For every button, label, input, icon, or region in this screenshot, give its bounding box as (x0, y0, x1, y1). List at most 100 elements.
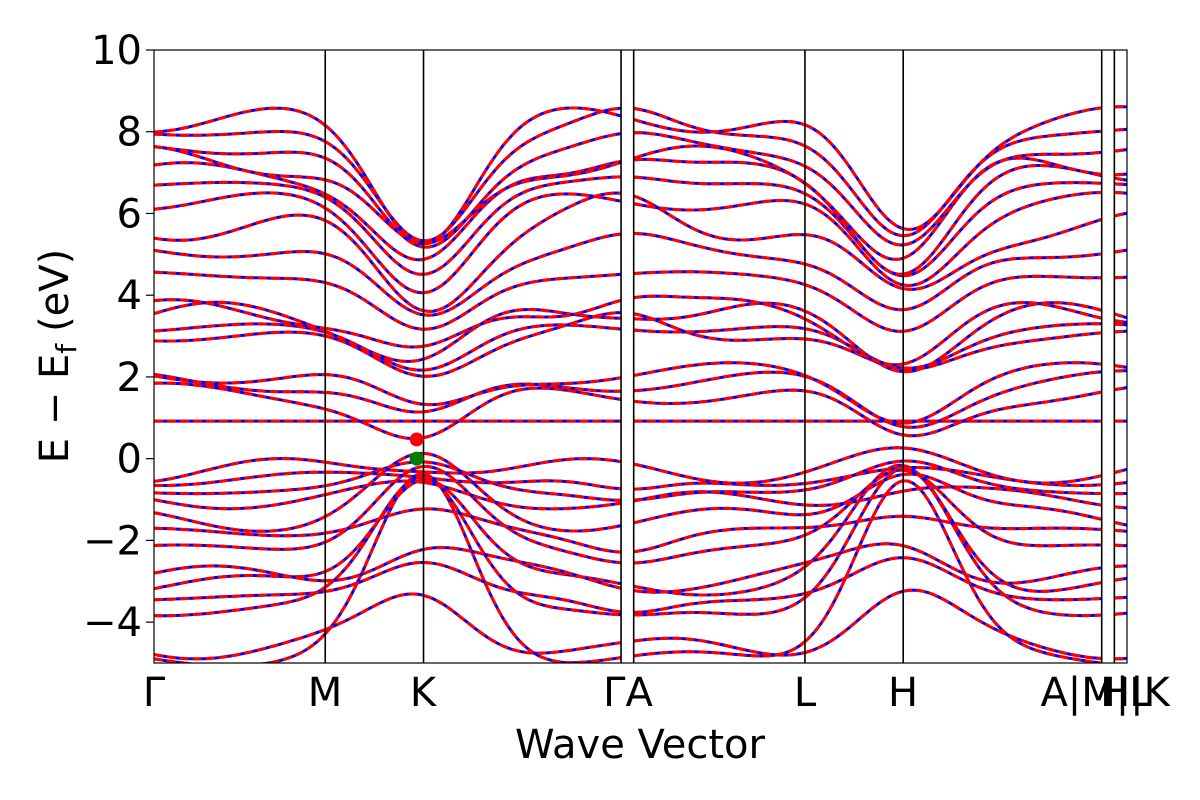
band-line-dashed (154, 589, 326, 602)
band-line-solid (633, 561, 806, 594)
band-line-dashed (1114, 312, 1127, 320)
band-line-dashed (1114, 322, 1127, 327)
band-line-dashed (324, 334, 424, 378)
band-line-dashed (1113, 211, 1127, 218)
band-line-dashed (1114, 191, 1127, 195)
band-line-solid (423, 386, 622, 440)
band-line-dashed (903, 252, 1102, 312)
band-line-dashed (423, 106, 622, 246)
band-line-dashed (633, 388, 806, 405)
band-line-dashed (423, 191, 622, 313)
band-line-dashed (154, 145, 326, 160)
band-line-dashed (324, 252, 424, 317)
band-line-dashed (423, 160, 622, 245)
band-line-dashed (804, 466, 904, 485)
band-line-solid (903, 191, 1102, 288)
band-line-dashed (903, 556, 1102, 602)
y-axis-title-unit: (eV) (32, 249, 78, 332)
band-line-dashed (1114, 182, 1127, 187)
band-line-dashed (633, 175, 806, 196)
band-line-dashed (324, 479, 424, 497)
band-line-dashed (902, 156, 1102, 260)
band-line-dashed (154, 191, 326, 211)
band-line-dashed (423, 460, 622, 502)
band-line-dashed (903, 301, 1103, 374)
band-line-solid (903, 370, 1102, 429)
band-line-dashed (903, 191, 1102, 288)
band-line-dashed (154, 585, 327, 618)
band-line-solid (154, 381, 326, 411)
band-line-dashed (423, 457, 622, 475)
band-line-dashed (324, 561, 424, 593)
y-axis-title: E − Ef (eV) (32, 249, 83, 464)
xtick-label-gamma-a: ΓA (603, 670, 653, 716)
band-line-dashed (423, 475, 622, 617)
band-line-dashed (902, 217, 1103, 291)
band-line-dashed (804, 489, 904, 507)
band-line-solid (902, 274, 1102, 333)
ytick-label: 10 (91, 28, 142, 74)
band-line-dashed (324, 281, 424, 331)
band-line-dashed (902, 106, 1102, 232)
band-line-dashed (633, 144, 806, 185)
band-line-dashed (804, 233, 904, 291)
band-line-dashed (633, 561, 806, 594)
band-line-dashed (804, 309, 904, 374)
band-line-solid (423, 323, 622, 372)
band-line-dashed (324, 124, 424, 246)
high-symmetry-lines (324, 50, 1116, 663)
band-line-dashed (633, 592, 806, 614)
band-line-dashed (325, 391, 424, 414)
y-axis-title-sub: f (50, 343, 83, 354)
band-line-dashed (423, 382, 621, 414)
band-line-solid (423, 106, 622, 246)
band-line-dashed (633, 370, 806, 393)
band-line-solid (633, 370, 806, 393)
y-axis-ticks: −4 −2 0 2 4 6 8 10 (83, 28, 154, 646)
band-line-dashed (1113, 176, 1127, 182)
band-line-dashed (154, 381, 326, 411)
band-line-dashed (804, 317, 904, 367)
cbm-marker (409, 432, 424, 447)
ytick-label: 8 (117, 110, 142, 156)
band-line-dashed (324, 326, 424, 349)
band-line-dashed (633, 194, 805, 242)
band-line-dashed (154, 526, 326, 538)
band-line-dashed (154, 270, 326, 285)
band-line-dashed (1114, 364, 1127, 369)
band-line-dashed (1113, 520, 1127, 527)
band-line-dashed (423, 175, 622, 276)
band-line-dashed (154, 330, 326, 343)
band-line-dashed (633, 199, 806, 212)
band-line-dashed (423, 386, 622, 440)
band-line-dashed (1114, 329, 1127, 334)
band-line-dashed (1113, 319, 1127, 324)
band-line-solid (804, 389, 904, 437)
band-line-dashed (1114, 505, 1127, 510)
band-line-dashed (423, 192, 622, 295)
band-line-dashed (154, 511, 326, 533)
band-line-dashed (903, 181, 1102, 278)
band-line-dashed (902, 544, 1102, 585)
band-line-dashed (804, 144, 904, 238)
band-line-solid (154, 585, 327, 618)
y-axis-title-main: E − E (32, 354, 78, 464)
band-line-dashed (633, 301, 806, 321)
band-line-dashed (633, 157, 806, 185)
band-line-dashed (902, 468, 1102, 548)
band-line-dashed (804, 459, 904, 492)
band-line-dashed (324, 478, 424, 573)
band-line-dashed (633, 596, 806, 617)
band-line-dashed (1114, 564, 1127, 568)
band-line-dashed (902, 150, 1102, 247)
band-line-dashed (154, 373, 326, 385)
band-line-dashed (903, 331, 1102, 371)
band-line-dashed (423, 132, 622, 249)
band-line-dashed (423, 480, 622, 511)
band-line-dashed (804, 123, 904, 231)
band-line-dashed (324, 156, 424, 249)
band-line-dashed (423, 472, 622, 663)
band-line-dashed (804, 556, 904, 595)
band-line-dashed (423, 160, 622, 261)
